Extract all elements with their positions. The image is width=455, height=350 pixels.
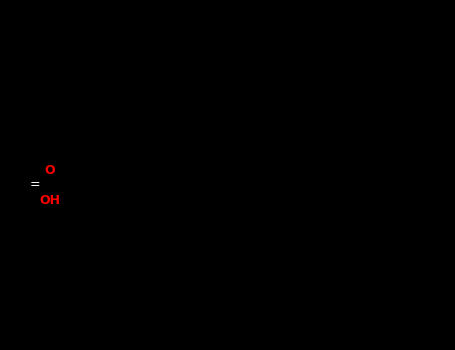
Text: OH: OH — [40, 194, 61, 206]
Text: =: = — [30, 178, 40, 191]
Text: O: O — [45, 163, 56, 176]
